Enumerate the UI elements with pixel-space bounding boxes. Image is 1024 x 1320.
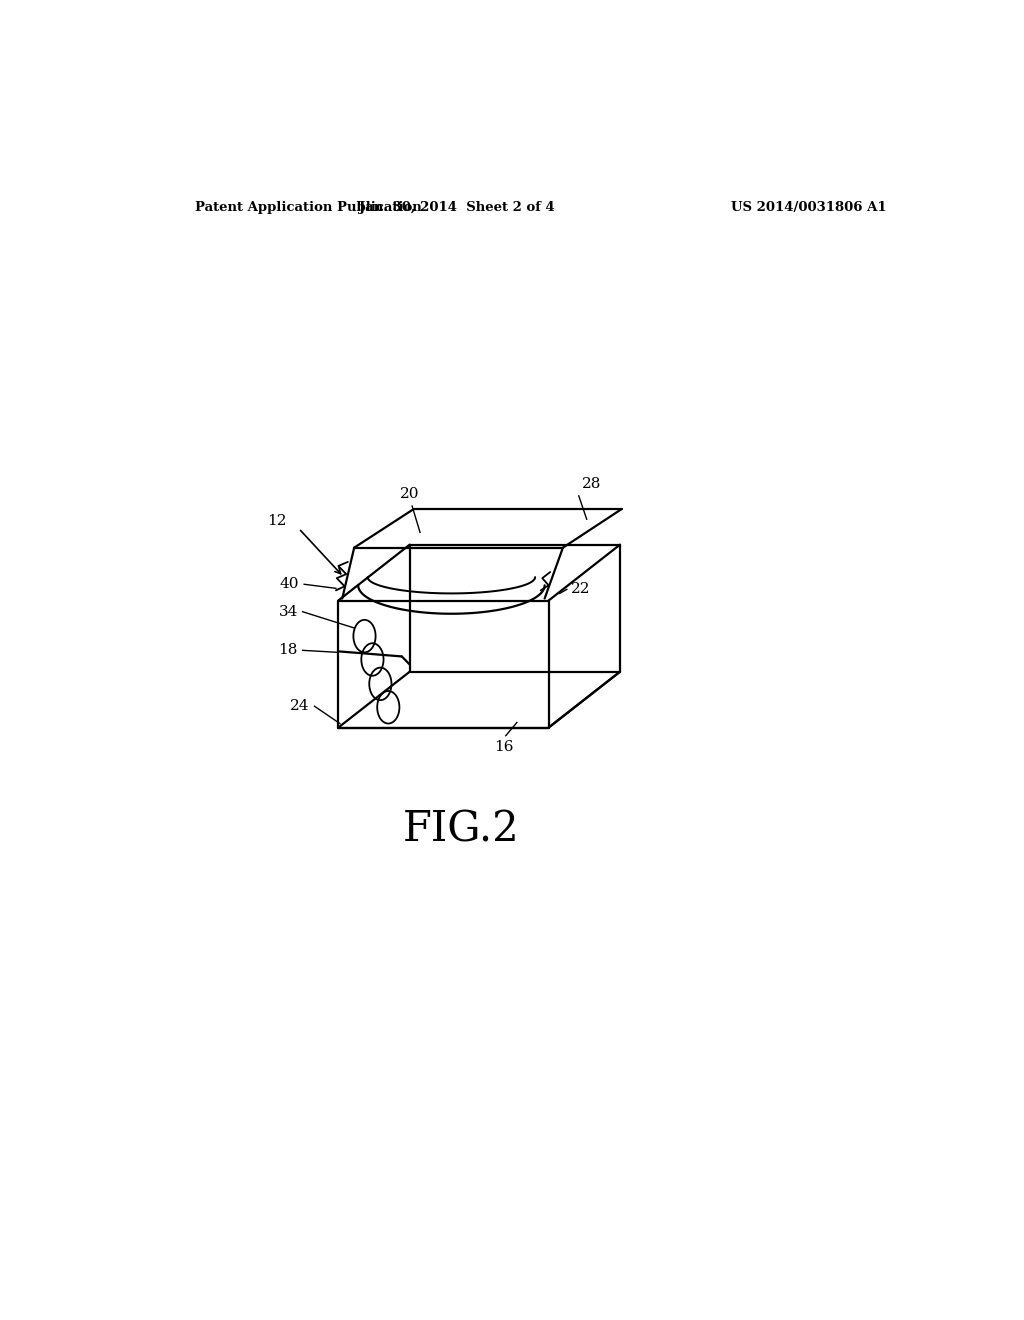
- Text: US 2014/0031806 A1: US 2014/0031806 A1: [731, 201, 887, 214]
- Text: 22: 22: [570, 582, 590, 597]
- Text: 28: 28: [582, 477, 601, 491]
- Text: 12: 12: [267, 515, 287, 528]
- Text: 40: 40: [280, 577, 299, 591]
- Text: Patent Application Publication: Patent Application Publication: [196, 201, 422, 214]
- Text: Jan. 30, 2014  Sheet 2 of 4: Jan. 30, 2014 Sheet 2 of 4: [359, 201, 555, 214]
- Text: 34: 34: [279, 605, 298, 619]
- Text: 20: 20: [400, 487, 420, 500]
- Text: FIG.2: FIG.2: [402, 808, 520, 850]
- Text: 18: 18: [279, 643, 298, 657]
- Text: 16: 16: [495, 739, 514, 754]
- Text: 24: 24: [290, 700, 309, 713]
